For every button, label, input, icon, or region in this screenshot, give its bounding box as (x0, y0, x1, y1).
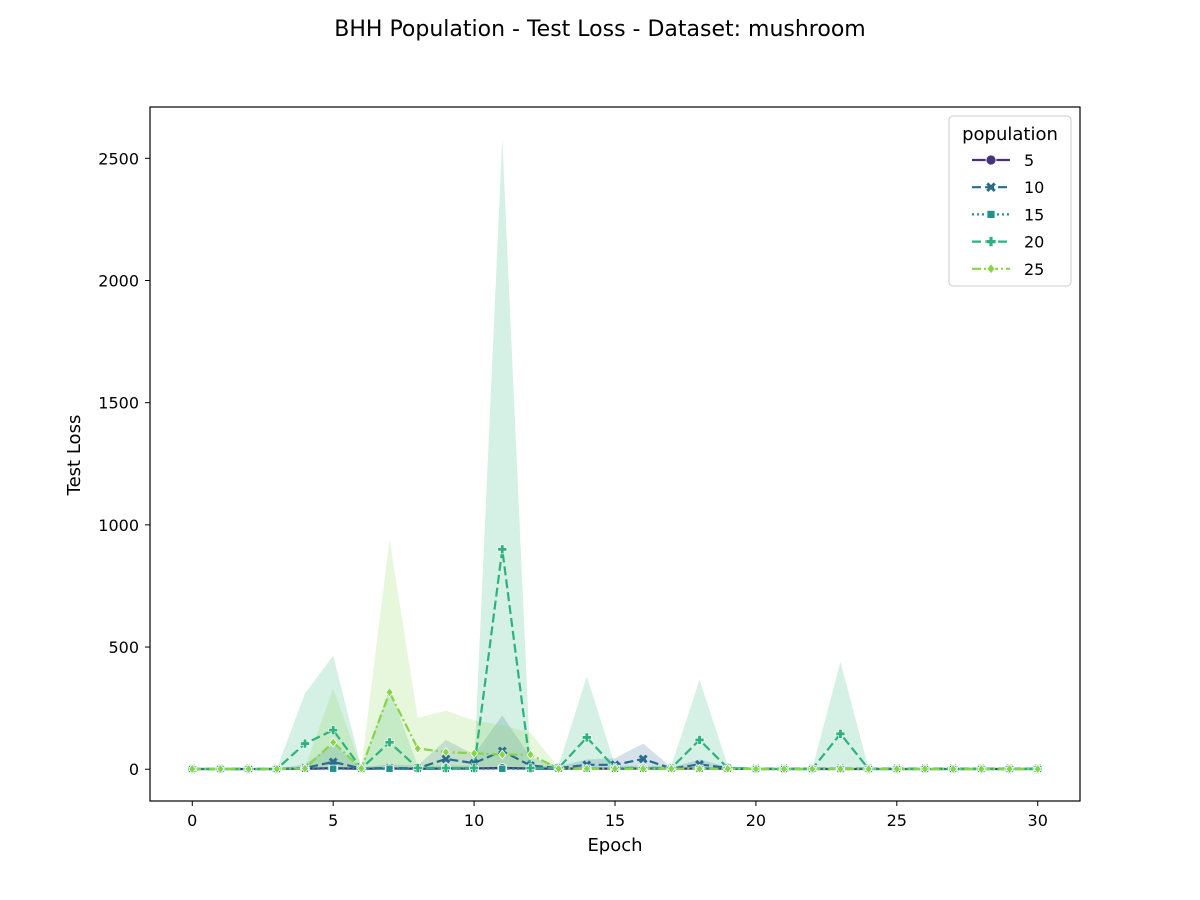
series-25-point-18 (695, 763, 704, 774)
series-15-point-11 (498, 764, 507, 773)
series-25-point-11 (498, 749, 507, 760)
legend-label-20: 20 (1024, 233, 1044, 252)
x-tick-label-25: 25 (887, 811, 907, 830)
series-20-point-8 (412, 763, 423, 773)
series-20-point-12 (525, 763, 536, 773)
x-tick-label-30: 30 (1028, 811, 1048, 830)
legend-box (948, 115, 1072, 287)
series-25-point-22 (808, 763, 817, 775)
series-25-point-15 (610, 763, 620, 774)
series-lines (192, 548, 1038, 771)
series-20-point-5 (328, 725, 338, 735)
series-20-point-9 (441, 763, 451, 773)
series-25-point-25 (892, 763, 901, 775)
series-20-band (192, 138, 1038, 770)
confidence-bands (192, 138, 1038, 770)
series-25-point-10 (469, 748, 479, 759)
legend: population 5 10 15 20 25 (948, 115, 1072, 287)
legend-items: 5 10 15 20 25 (972, 151, 1044, 279)
series-25-point-5 (329, 737, 338, 748)
series-10-point-5 (328, 757, 338, 767)
legend-marker-15 (986, 209, 996, 219)
series-25-point-23 (836, 763, 845, 775)
legend-item-20: 20 (972, 233, 1044, 252)
legend-item-5: 5 (972, 151, 1034, 170)
series-25-point-13 (554, 763, 563, 774)
series-10-point-9 (441, 754, 451, 764)
series-20-point-7 (384, 737, 395, 748)
series-20-point-10 (469, 763, 479, 773)
series-25-point-30 (1033, 763, 1042, 775)
series-25-point-27 (949, 763, 958, 775)
legend-marker-10 (986, 182, 996, 193)
legend-marker-20 (985, 236, 997, 247)
x-tick-label-10: 10 (464, 811, 484, 830)
series-25-point-8 (413, 743, 422, 754)
legend-item-25: 25 (972, 260, 1044, 279)
x-tick-label-5: 5 (328, 811, 338, 830)
series-25-point-9 (441, 746, 451, 758)
legend-label-10: 10 (1024, 178, 1044, 197)
y-tick-label-500: 500 (108, 638, 139, 657)
series-25-point-29 (1005, 763, 1014, 775)
x-tick-label-20: 20 (746, 811, 766, 830)
legend-marker-25 (986, 263, 996, 275)
x-tick-label-0: 0 (187, 811, 197, 830)
y-tick-label-1500: 1500 (98, 394, 139, 413)
series-25-point-16 (639, 763, 648, 774)
legend-item-10: 10 (972, 178, 1044, 197)
y-tick-label-2000: 2000 (98, 272, 139, 291)
legend-marker-5 (985, 154, 997, 166)
series-20-line (192, 548, 1038, 771)
series-10-band (192, 715, 1038, 770)
y-tick-label-0: 0 (129, 760, 139, 779)
series-25-point-4 (300, 763, 310, 774)
x-tick-label-15: 15 (605, 811, 625, 830)
series-15-point-5 (329, 764, 338, 773)
legend-label-25: 25 (1024, 260, 1044, 279)
legend-marker-10-stroke-b (986, 182, 996, 193)
legend-title: population (962, 124, 1058, 145)
series-25-band (192, 539, 1038, 770)
series-20-point-11 (497, 544, 508, 555)
legend-label-15: 15 (1024, 205, 1044, 224)
series-25-point-2 (244, 763, 253, 775)
y-axis-ticks: 0 500 1000 1500 2000 2500 (98, 149, 150, 779)
legend-item-15: 15 (972, 205, 1044, 224)
series-25-point-24 (864, 763, 873, 775)
y-tick-label-2500: 2500 (98, 149, 139, 168)
series-25-point-6 (357, 763, 366, 774)
series-10-point-16-stroke-b (638, 754, 648, 764)
series-25-point-1 (216, 763, 225, 775)
series-25-point-17 (667, 763, 676, 774)
series-25-point-14 (582, 763, 591, 774)
series-25-point-21 (779, 763, 789, 775)
series-15-point-7 (385, 764, 394, 773)
series-25-point-0 (188, 763, 197, 775)
series-20-point-23 (835, 728, 846, 739)
x-axis-label: Epoch (587, 835, 642, 856)
series-25-point-7 (385, 687, 394, 698)
legend-label-5: 5 (1024, 151, 1034, 170)
series-25-point-19 (723, 763, 732, 774)
series-25-point-20 (751, 763, 761, 775)
series-10-point-16 (638, 754, 648, 764)
series-10-point-9-stroke-b (441, 754, 451, 764)
series-25-point-12 (526, 749, 535, 760)
y-axis-label: Test Loss (64, 415, 85, 497)
series-25-point-26 (920, 763, 930, 775)
chart-title: BHH Population - Test Loss - Dataset: mu… (334, 17, 865, 42)
series-10-point-5-stroke-b (328, 757, 338, 767)
series-25-point-28 (977, 763, 986, 775)
series-25-point-3 (272, 763, 281, 775)
x-axis-ticks: 0 5 10 15 20 25 30 (187, 801, 1048, 830)
y-tick-label-1000: 1000 (98, 516, 139, 535)
series-20-point-18 (694, 735, 705, 745)
plot-area (149, 106, 1081, 802)
series-markers (187, 544, 1043, 775)
series-20-point-14 (582, 732, 592, 743)
series-20-point-4 (300, 738, 310, 749)
